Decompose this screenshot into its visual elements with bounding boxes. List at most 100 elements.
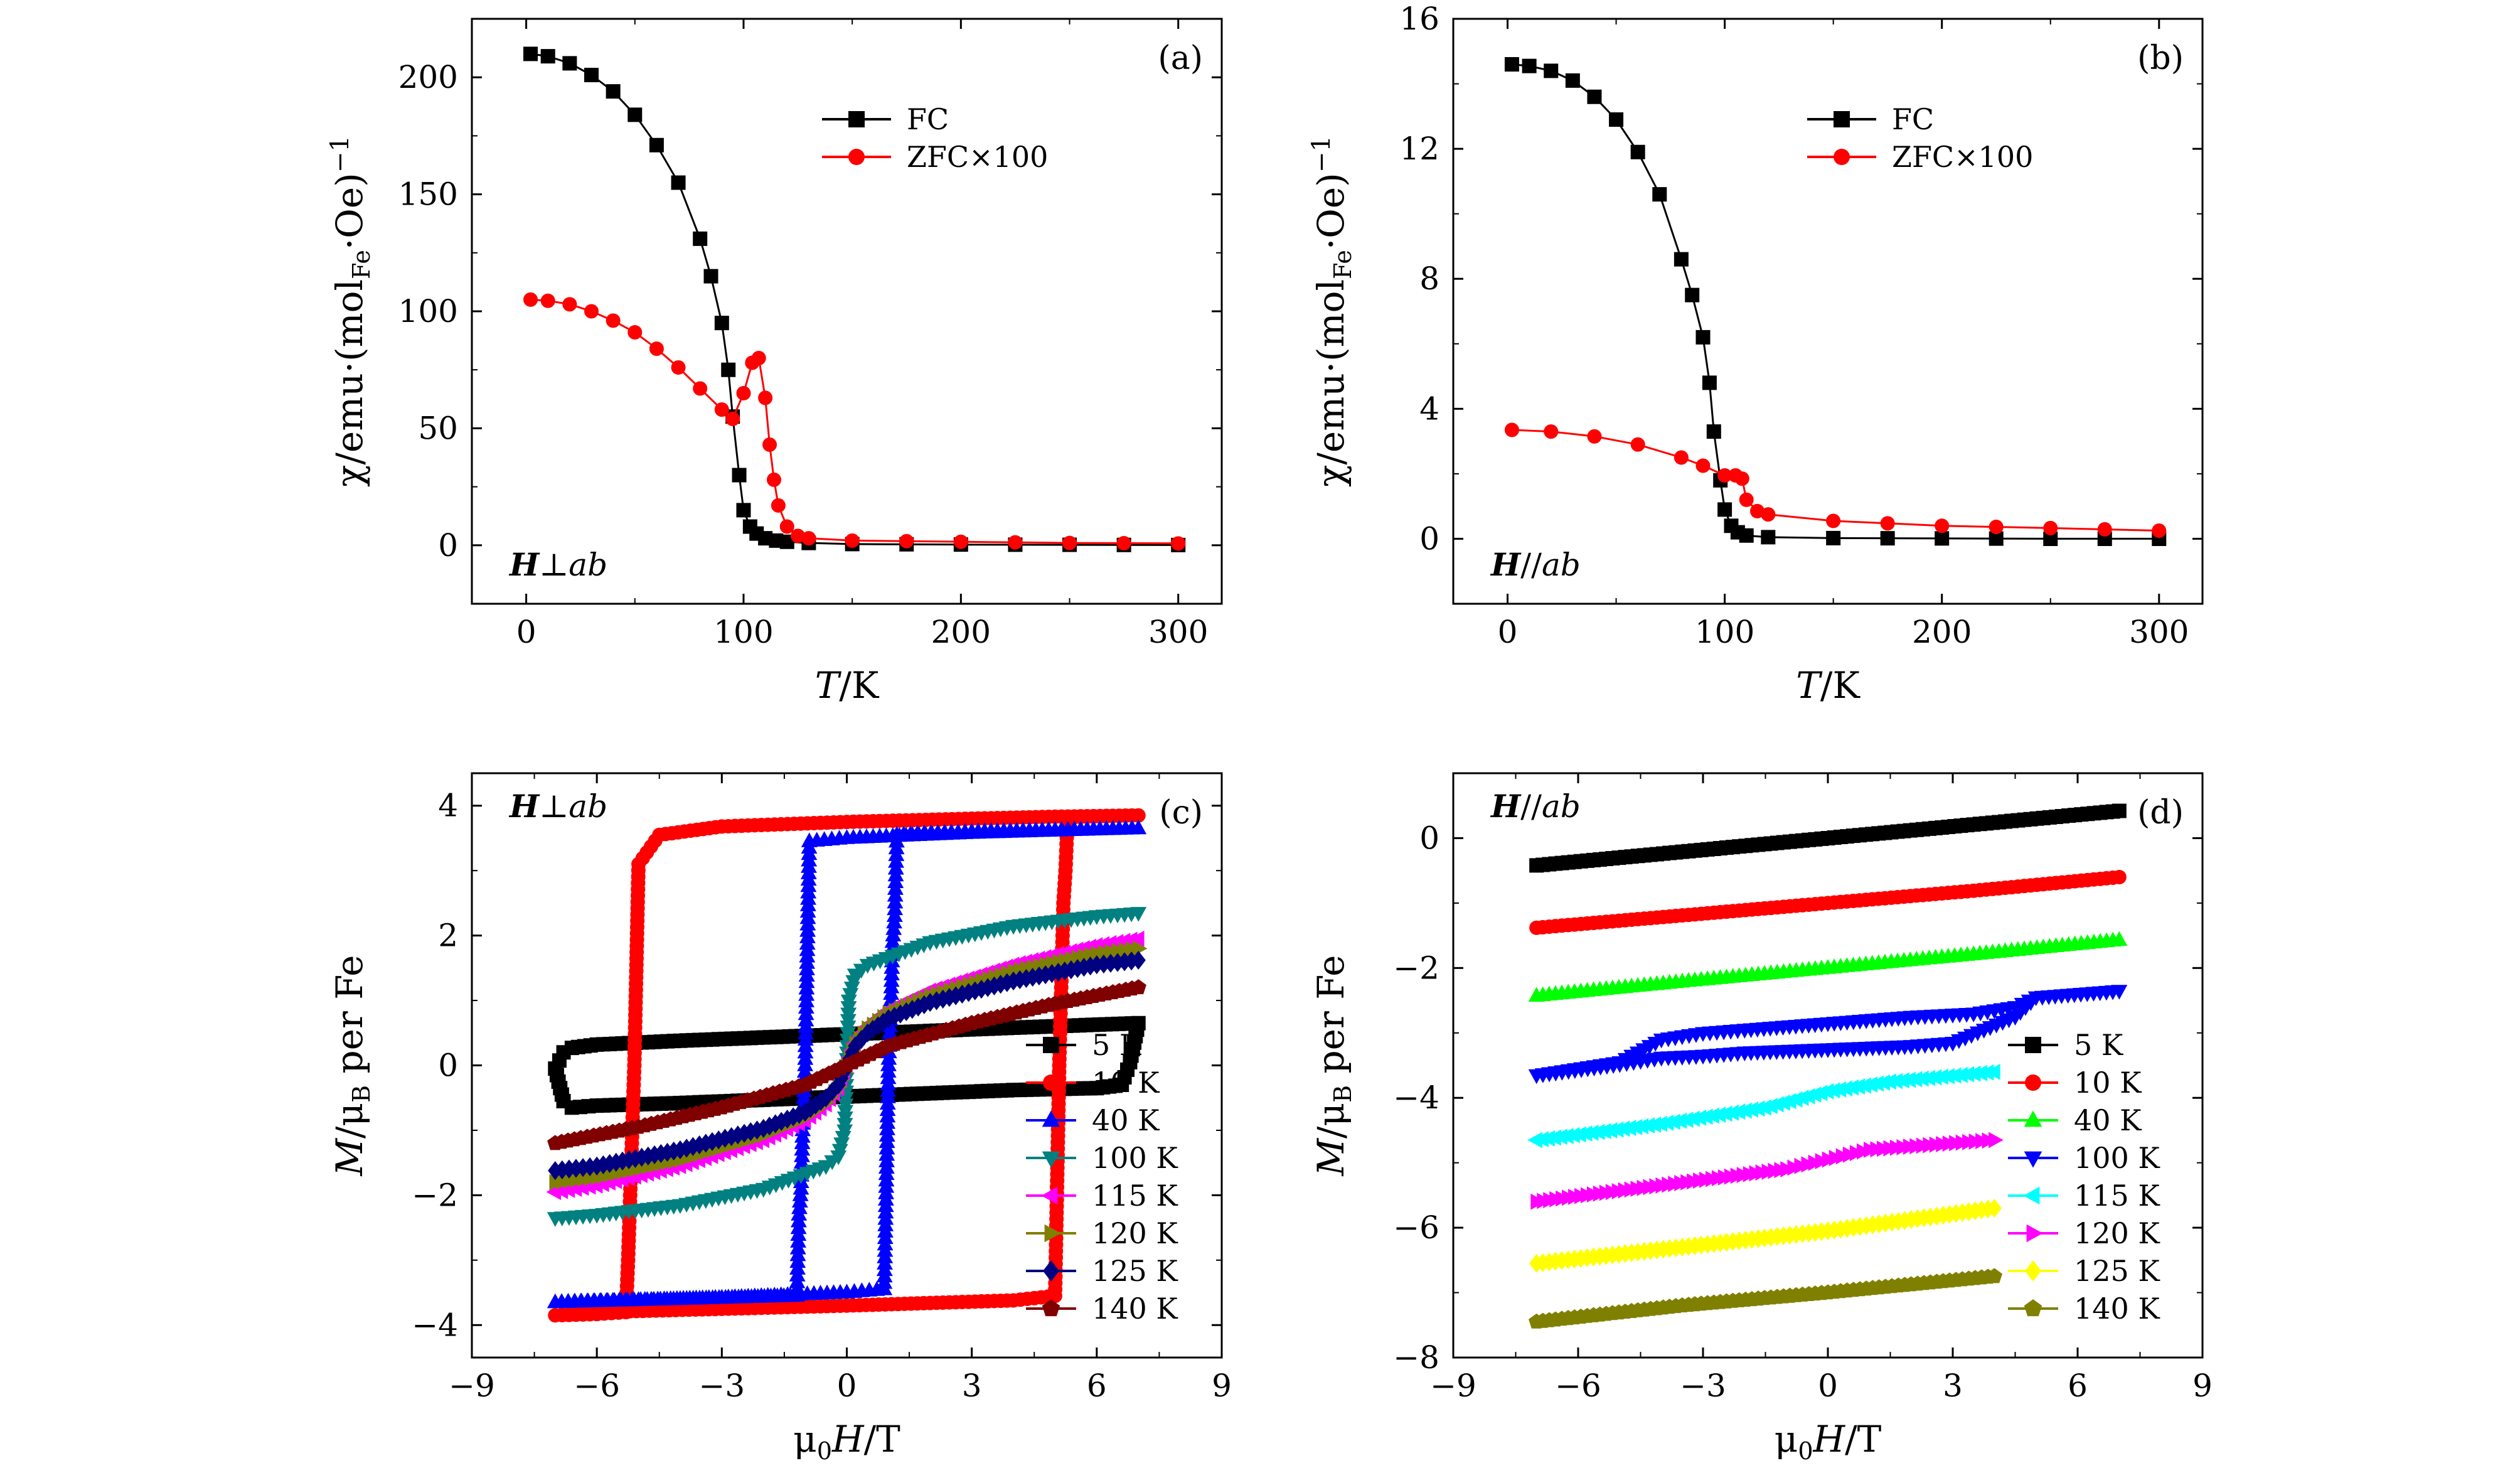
series-10-k	[1529, 870, 2127, 935]
panel-b: 0 100 200 300 0 4 8 12 16 T/K χ/emu·(molFe·Oe)−1 (b…	[1307, 1, 2204, 707]
x-tick-label: 300	[1148, 614, 1208, 650]
y-tick-label: −2	[1393, 950, 1439, 986]
panel-label: (b)	[2137, 40, 2184, 77]
series-140-k	[547, 979, 1146, 1150]
legend-marker	[1042, 1110, 1060, 1127]
x-tick-label: 9	[1212, 1368, 1232, 1404]
legend: FC ZFC×100	[822, 102, 1048, 174]
panel-a: 0 100 200 300 0 50 100 150 200 T/K χ/emu·(molFe·Oe…	[326, 18, 1223, 707]
legend-label: 10 K	[1092, 1066, 1160, 1100]
y-tick-label: −2	[412, 1177, 458, 1213]
x-axis-label: T/K	[1796, 664, 1861, 707]
legend-marker	[1043, 1037, 1059, 1053]
y-tick-label: 100	[398, 293, 458, 329]
y-tick-label: 50	[418, 410, 458, 446]
legend-label: 40 K	[2074, 1103, 2142, 1137]
legend-marker	[1041, 1186, 1058, 1205]
series-line	[1512, 63, 2159, 540]
x-tick-label: 200	[1912, 614, 1972, 650]
x-tick-label: −3	[698, 1368, 745, 1404]
x-tick-label: 100	[713, 614, 773, 650]
legend-marker	[1042, 1151, 1060, 1168]
legend-marker	[848, 149, 865, 165]
y-tick-label: 8	[1419, 260, 1439, 297]
series-markers	[1504, 422, 2167, 538]
field-orientation-note: H⊥ab	[508, 788, 607, 825]
x-tick-label: 0	[837, 1368, 857, 1404]
legend-label: 115 K	[1092, 1179, 1178, 1213]
series-markers	[1529, 803, 2127, 873]
y-axis-label: χ/emu·(molFe·Oe)−1	[1307, 136, 1357, 487]
x-axis-label: μ0H/T	[1775, 1418, 1882, 1465]
series-115-k	[1527, 1063, 2000, 1149]
x-tick-label: −6	[1555, 1368, 1601, 1404]
legend: FC ZFC×100	[1807, 102, 2033, 174]
x-tick-label: 0	[516, 614, 537, 650]
series-markers	[523, 292, 1186, 551]
series-markers	[547, 979, 1146, 1150]
legend-label: 5 K	[1092, 1028, 1142, 1062]
legend-label: ZFC×100	[1892, 140, 2033, 174]
y-axis-label: M/μB per Fe	[1310, 955, 1357, 1176]
x-axis-label: μ0H/T	[793, 1418, 900, 1465]
legend-label: 100 K	[2074, 1141, 2160, 1175]
x-tick-label: 3	[1943, 1368, 1963, 1404]
x-tick-label: 300	[2129, 614, 2189, 650]
series-125-k	[1529, 1198, 2002, 1273]
x-tick-label: −9	[1430, 1368, 1476, 1404]
x-tick-label: 6	[2068, 1368, 2088, 1404]
x-axis-label: T/K	[815, 664, 880, 707]
legend-marker	[2025, 1037, 2041, 1053]
series-fc	[1504, 56, 2167, 546]
series-markers	[1528, 931, 2128, 1002]
y-tick-label: −4	[412, 1307, 458, 1343]
panel-d: −9 −6 −3 0 3 6 9 −8 −6 −4 −2 0 μ0H/T M/μB per Fe (d) H/…	[1310, 772, 2213, 1465]
legend-marker	[1834, 149, 1850, 165]
legend-label: 125 K	[2074, 1254, 2160, 1288]
series-line	[530, 53, 1178, 546]
y-tick-label: 200	[398, 59, 458, 95]
series-100-k	[1528, 985, 2128, 1085]
x-tick-label: 9	[2192, 1368, 2213, 1404]
y-tick-label: 0	[438, 1047, 458, 1084]
y-tick-label: 150	[398, 176, 458, 213]
panel-label: (a)	[1158, 40, 1203, 77]
legend-label: 120 K	[2074, 1216, 2160, 1250]
x-tick-label: −3	[1680, 1368, 1726, 1404]
x-tick-label: −6	[574, 1368, 620, 1404]
series-markers	[1528, 985, 2128, 1085]
legend-label: 140 K	[1092, 1292, 1178, 1326]
legend-marker	[1834, 111, 1850, 127]
field-orientation-note: H⊥ab	[508, 546, 607, 583]
legend-marker	[1042, 1299, 1060, 1317]
series-markers	[1529, 1198, 2002, 1273]
x-tick-label: 0	[1818, 1368, 1838, 1404]
y-tick-label: 0	[1419, 820, 1439, 856]
series-zfc-100	[523, 292, 1186, 551]
series-markers	[1530, 1132, 2004, 1210]
y-axis-label: M/μB per Fe	[328, 955, 375, 1176]
y-tick-label: 2	[438, 918, 458, 954]
field-orientation-note: H//ab	[1490, 546, 1581, 583]
y-tick-label: 4	[438, 788, 458, 824]
x-tick-label: 6	[1087, 1368, 1107, 1404]
x-tick-label: 100	[1695, 614, 1754, 650]
legend-marker	[1043, 1074, 1059, 1091]
series-markers	[523, 46, 1186, 552]
y-tick-label: −8	[1393, 1339, 1439, 1376]
x-tick-label: 0	[1498, 614, 1518, 650]
legend-label: FC	[907, 102, 949, 136]
legend-marker	[2024, 1299, 2042, 1317]
legend-marker	[2026, 1224, 2043, 1243]
legend-label: 40 K	[1092, 1103, 1160, 1137]
y-tick-label: 0	[438, 527, 458, 564]
legend-marker	[2024, 1151, 2042, 1168]
series-markers	[1529, 870, 2127, 935]
legend-label: 5 K	[2074, 1028, 2124, 1062]
legend-label: 120 K	[1092, 1216, 1178, 1250]
legend-marker	[848, 111, 865, 127]
legend-label: 100 K	[1092, 1141, 1178, 1175]
